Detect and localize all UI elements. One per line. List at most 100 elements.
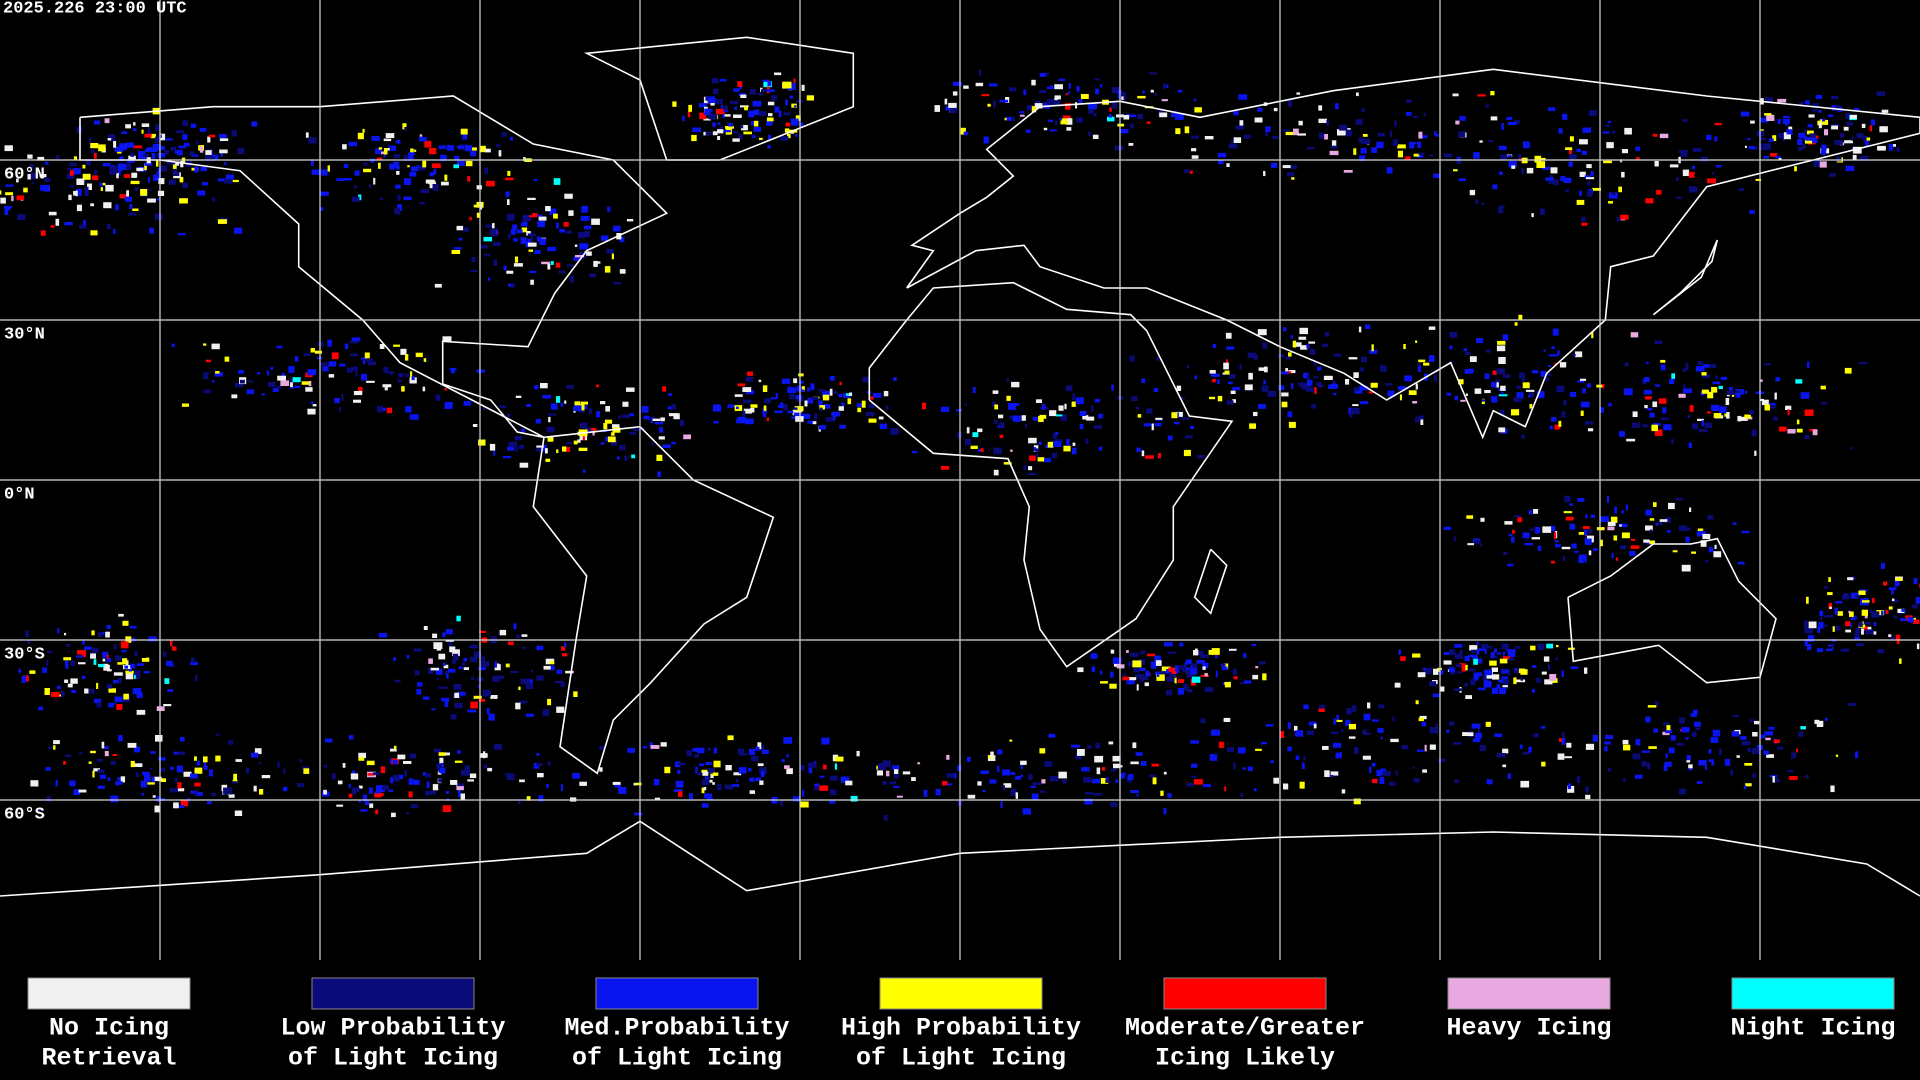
icing-pixel (1562, 113, 1568, 120)
icing-pixel (1193, 779, 1203, 785)
icing-pixel (580, 215, 590, 221)
icing-pixel (1522, 532, 1530, 539)
icing-pixel (785, 99, 788, 106)
icing-pixel (112, 754, 118, 756)
icing-pixel (148, 176, 150, 183)
icing-pixel (443, 664, 449, 669)
icing-pixel (1763, 156, 1769, 159)
icing-pixel (613, 282, 622, 285)
icing-pixel (1346, 708, 1352, 715)
icing-pixel (551, 247, 556, 251)
icing-pixel (998, 414, 1004, 419)
icing-pixel (90, 230, 98, 236)
icing-pixel (1039, 414, 1047, 419)
icing-pixel (1696, 530, 1706, 537)
icing-pixel (1636, 157, 1640, 160)
icing-pixel (725, 765, 732, 771)
icing-pixel (1897, 608, 1905, 613)
icing-pixel (1243, 653, 1246, 658)
icing-pixel (1805, 774, 1809, 779)
icing-pixel (1585, 794, 1591, 800)
icing-pixel (153, 174, 161, 181)
icing-pixel (801, 84, 805, 91)
icing-pixel (1859, 155, 1869, 161)
icing-pixel (373, 772, 380, 775)
icing-pixel (1675, 497, 1684, 501)
icing-pixel (362, 794, 368, 802)
icing-pixel (1534, 527, 1540, 534)
icing-pixel (1112, 102, 1118, 109)
icing-pixel (944, 783, 953, 786)
icing-pixel (56, 685, 61, 689)
icing-pixel (722, 113, 725, 119)
icing-pixel (104, 751, 109, 757)
icing-pixel (1401, 745, 1408, 750)
icing-pixel (1621, 510, 1625, 514)
icing-pixel (170, 766, 174, 770)
icing-pixel (1304, 372, 1310, 380)
icing-pixel (467, 176, 471, 182)
icing-pixel (1193, 98, 1197, 102)
icing-pixel (1129, 355, 1135, 362)
icing-pixel (67, 167, 72, 171)
icing-pixel (1046, 86, 1054, 89)
icing-pixel (1610, 516, 1618, 523)
icing-pixel (506, 213, 515, 221)
icing-pixel (76, 188, 82, 196)
icing-pixel (1110, 802, 1118, 807)
icing-pixel (1088, 109, 1094, 114)
icing-pixel (977, 428, 983, 433)
icing-pixel (1888, 587, 1897, 591)
icing-pixel (1548, 179, 1557, 184)
icing-pixel (541, 261, 550, 265)
icing-pixel (1184, 126, 1190, 134)
icing-pixel (612, 424, 620, 429)
icing-pixel (506, 773, 515, 781)
icing-pixel (1545, 373, 1552, 376)
icing-pixel (141, 793, 145, 796)
icing-pixel (1156, 674, 1165, 681)
icing-pixel (622, 414, 631, 418)
icing-pixel (411, 166, 420, 172)
icing-pixel (142, 771, 150, 776)
icing-pixel (1049, 129, 1057, 132)
icing-pixel (358, 785, 363, 789)
icing-pixel (152, 143, 160, 149)
icing-pixel (147, 198, 156, 203)
icing-pixel (182, 182, 189, 188)
icing-pixel (1916, 643, 1920, 650)
icing-pixel (540, 383, 548, 389)
icing-pixel (1516, 679, 1526, 683)
icing-pixel (530, 670, 533, 673)
icing-pixel (1812, 429, 1818, 436)
icing-pixel (1520, 669, 1528, 675)
icing-pixel (814, 413, 818, 420)
icing-pixel (130, 180, 140, 185)
icing-pixel (579, 410, 585, 413)
icing-pixel (821, 737, 830, 745)
icing-pixel (1157, 671, 1160, 677)
icing-pixel (712, 782, 715, 785)
icing-pixel (383, 138, 392, 142)
icing-pixel (1541, 726, 1546, 729)
icing-pixel (148, 188, 152, 191)
icing-pixel (846, 393, 851, 396)
icing-pixel (1501, 643, 1509, 650)
icing-pixel (1579, 139, 1588, 145)
icing-pixel (175, 161, 180, 166)
icing-pixel (1418, 363, 1421, 367)
icing-pixel (1306, 730, 1314, 736)
icing-pixel (747, 371, 753, 376)
icing-pixel (664, 766, 671, 774)
icing-pixel (589, 273, 596, 278)
icing-pixel (529, 215, 538, 218)
icing-pixel (1652, 401, 1658, 408)
icing-pixel (1849, 611, 1854, 617)
icing-pixel (1043, 127, 1048, 131)
icing-pixel (1695, 366, 1705, 372)
icing-pixel (1318, 708, 1325, 712)
icing-pixel (1718, 748, 1722, 756)
icing-pixel (560, 402, 564, 407)
icing-pixel (1832, 626, 1835, 632)
icing-pixel (1348, 736, 1356, 739)
